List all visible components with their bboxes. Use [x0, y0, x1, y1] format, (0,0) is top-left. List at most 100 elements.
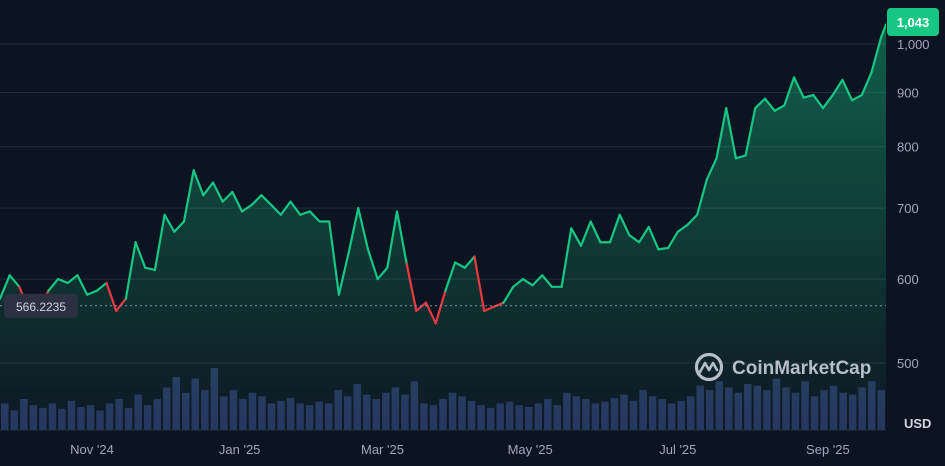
- price-segment: [812, 93, 825, 110]
- price-segment: [696, 178, 708, 216]
- price-segment: [589, 220, 602, 244]
- price-segment: [221, 190, 234, 203]
- price-segment: [725, 106, 738, 160]
- price-segment: [115, 297, 127, 312]
- price-segment: [821, 93, 834, 110]
- price-segment: [783, 76, 796, 107]
- price-segment: [531, 274, 544, 287]
- current-price-label: 1,043: [897, 15, 930, 30]
- x-tick-label: May '25: [508, 442, 553, 457]
- price-segment: [76, 274, 89, 296]
- price-segment: [153, 213, 166, 272]
- currency-label: USD: [904, 416, 931, 431]
- price-segment: [395, 210, 408, 266]
- x-tick-label: Nov '24: [70, 442, 114, 457]
- price-segment: [260, 194, 273, 206]
- price-segment: [841, 78, 854, 102]
- price-segment: [66, 274, 79, 285]
- y-tick-label: 1,000: [897, 37, 930, 52]
- price-segment: [95, 281, 108, 292]
- price-segment: [250, 194, 263, 206]
- price-segment: [347, 207, 360, 255]
- price-segment: [512, 277, 524, 288]
- price-segment: [434, 289, 447, 325]
- y-tick-label: 600: [897, 272, 919, 287]
- price-segment: [521, 277, 534, 287]
- price-segment: [744, 106, 757, 157]
- x-tick-label: Jul '25: [659, 442, 696, 457]
- price-segment: [870, 36, 883, 74]
- x-tick-label: Mar '25: [361, 442, 404, 457]
- price-segment: [686, 213, 699, 226]
- reference-line-group: 566.2235: [0, 293, 886, 318]
- price-segment: [676, 223, 689, 233]
- x-tick-label: Sep '25: [806, 442, 850, 457]
- price-segment: [608, 213, 621, 244]
- price-segment: [424, 301, 437, 325]
- current-price-badge: 1,043: [887, 8, 939, 36]
- price-segment: [376, 266, 389, 281]
- price-segment: [8, 274, 21, 288]
- price-segment: [47, 277, 60, 292]
- price-segment: [270, 203, 282, 216]
- watermark-text: CoinMarketCap: [732, 358, 871, 379]
- price-segment: [366, 248, 379, 281]
- price-segment: [734, 154, 747, 160]
- price-segment: [754, 97, 767, 110]
- price-segment: [337, 251, 350, 296]
- price-segment: [182, 169, 195, 223]
- price-segment: [299, 210, 311, 216]
- price-area: [0, 24, 886, 430]
- x-axis: Nov '24 Jan '25 Mar '25 May '25 Jul '25 Sep '…: [70, 442, 850, 457]
- price-segment: [657, 246, 670, 251]
- price-segment: [56, 277, 69, 285]
- price-segment: [192, 169, 205, 197]
- price-segment: [880, 23, 886, 39]
- price-segment: [570, 227, 583, 247]
- price-segment: [357, 207, 370, 251]
- price-segment: [483, 305, 495, 312]
- price-segment: [851, 93, 863, 102]
- y-tick-label: 500: [897, 356, 919, 371]
- price-segment: [202, 181, 215, 197]
- price-segment: [240, 203, 253, 213]
- price-segment: [763, 97, 776, 112]
- price-segment: [134, 241, 147, 269]
- price-segment: [454, 261, 466, 269]
- price-segment: [647, 225, 660, 251]
- price-segment: [560, 227, 573, 288]
- coinmarketcap-watermark: CoinMarketCap: [694, 352, 871, 382]
- price-segment: [628, 234, 641, 244]
- price-segment: [667, 230, 679, 250]
- price-segment: [415, 301, 428, 312]
- price-segment: [637, 225, 650, 244]
- price-segment: [386, 210, 399, 269]
- y-tick-label: 700: [897, 201, 919, 216]
- price-segment: [792, 76, 805, 99]
- price-segment: [144, 266, 157, 272]
- price-segment: [308, 210, 321, 223]
- price-segment: [289, 200, 302, 216]
- reference-label: 566.2235: [16, 300, 66, 314]
- price-segment: [705, 157, 718, 181]
- price-segment: [173, 220, 186, 233]
- price-segment: [860, 71, 873, 97]
- price-segment: [231, 190, 244, 213]
- price-segment: [86, 289, 98, 296]
- price-segment: [405, 262, 418, 312]
- price-segment: [502, 285, 515, 304]
- price-segment: [463, 255, 476, 269]
- price-area-fill: [0, 24, 886, 430]
- coinmarketcap-logo-icon: [694, 352, 724, 382]
- y-axis: 500 600 700 800 900 1,000: [897, 37, 930, 371]
- y-tick-label: 900: [897, 85, 919, 100]
- price-segment: [105, 281, 118, 312]
- price-segment: [773, 104, 786, 112]
- price-segment: [0, 274, 11, 300]
- x-tick-label: Jan '25: [219, 442, 261, 457]
- price-segment: [328, 220, 341, 296]
- price-segment: [802, 93, 815, 99]
- price-segment: [473, 255, 486, 312]
